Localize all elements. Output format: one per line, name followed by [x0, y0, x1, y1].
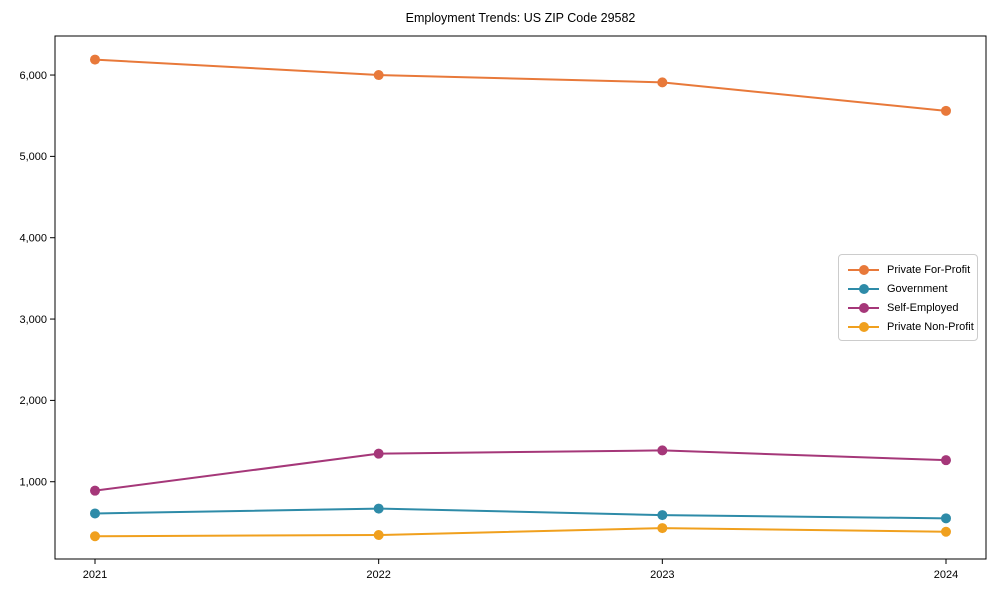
legend-label: Government [887, 283, 948, 296]
legend-item-self-employed: Self-Employed [848, 299, 969, 318]
plot-frame [54, 35, 987, 560]
series-line-self-employed [94, 449, 947, 492]
series-line-private-non-profit [94, 527, 947, 538]
chart-title: Employment Trends: US ZIP Code 29582 [405, 11, 636, 25]
series-line-government [94, 507, 947, 520]
data-point-private-non-profit [373, 530, 384, 541]
legend-marker-icon [858, 302, 869, 313]
y-tick-label: 1,000 [19, 477, 47, 489]
legend-item-government: Government [848, 280, 969, 299]
y-tick-label: 4,000 [19, 233, 47, 245]
legend-item-private-non-profit: Private Non-Profit [848, 317, 974, 336]
legend-marker-icon [858, 321, 869, 332]
data-point-private-for-profit [657, 77, 668, 88]
data-point-government [657, 510, 668, 521]
legend-label: Private For-Profit [887, 264, 971, 277]
data-point-self-employed [373, 448, 384, 459]
chart-legend: Private For-Profit Government Self-Employe… [838, 254, 978, 341]
data-point-self-employed [941, 455, 951, 466]
x-tick-label: 2022 [366, 569, 390, 581]
legend-item-private-for-profit: Private For-Profit [848, 261, 971, 280]
legend-label: Private Non-Profit [887, 320, 974, 333]
data-point-government [941, 513, 951, 524]
y-tick-label: 3,000 [19, 314, 47, 326]
data-point-private-for-profit [90, 54, 100, 65]
data-point-private-non-profit [657, 523, 668, 534]
legend-line-sample-icon [848, 284, 879, 295]
x-tick-label: 2024 [934, 569, 958, 581]
data-point-private-non-profit [941, 526, 951, 537]
legend-line-sample-icon [848, 265, 879, 276]
series-line-private-for-profit [94, 58, 947, 112]
y-tick-label: 2,000 [19, 395, 47, 407]
data-point-government [90, 508, 100, 519]
data-point-government [373, 503, 384, 514]
data-point-private-for-profit [941, 105, 951, 116]
legend-label: Self-Employed [887, 301, 959, 314]
legend-line-sample-icon [848, 302, 879, 313]
legend-line-sample-icon [848, 321, 879, 332]
legend-marker-icon [858, 265, 869, 276]
x-tick-label: 2023 [650, 569, 674, 581]
data-point-private-for-profit [373, 70, 384, 81]
data-point-self-employed [657, 445, 668, 456]
y-tick-label: 6,000 [19, 70, 47, 82]
data-point-self-employed [90, 485, 100, 496]
legend-marker-icon [858, 284, 869, 295]
data-point-private-non-profit [90, 531, 100, 542]
x-tick-label: 2021 [83, 569, 107, 581]
y-tick-label: 5,000 [19, 151, 47, 163]
